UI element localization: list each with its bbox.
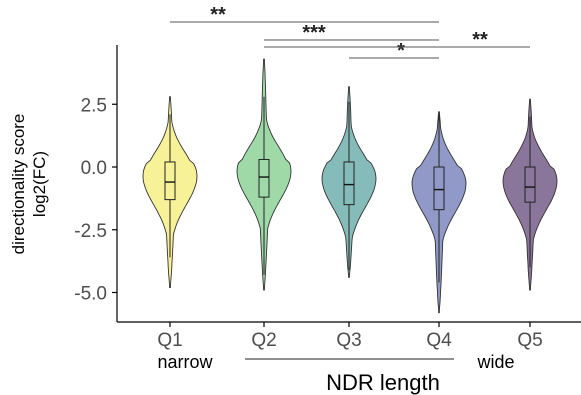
x-left-note: narrow xyxy=(157,352,213,372)
box-Q5 xyxy=(524,166,536,203)
box-Q4 xyxy=(433,166,445,211)
sig-label: ** xyxy=(210,4,226,26)
y-axis-title-line2: log2(FC) xyxy=(30,151,49,217)
y-tick-label: 0.0 xyxy=(81,158,107,179)
box-Q2 xyxy=(258,158,270,198)
sig-label: * xyxy=(397,40,405,62)
x-tick-label: Q3 xyxy=(336,330,361,351)
x-axis-title: NDR length xyxy=(326,370,440,395)
box-Q1 xyxy=(164,161,176,201)
x-tick-label: Q4 xyxy=(426,330,452,351)
x-tick-label: Q1 xyxy=(157,330,182,351)
x-tick-label: Q2 xyxy=(251,330,276,351)
significance-brackets: ****** ** xyxy=(170,4,530,62)
x-ticks: Q1 Q2 Q3 Q4 Q5 xyxy=(157,322,543,351)
box-Q3 xyxy=(343,161,355,206)
y-tick-label: -5.0 xyxy=(74,284,107,305)
x-tick-label: Q5 xyxy=(517,330,542,351)
violins xyxy=(142,58,558,314)
sig-label: *** xyxy=(302,22,326,44)
y-ticks: 2.5 0.0 -2.5 -5.0 xyxy=(74,95,117,305)
x-right-note: wide xyxy=(476,352,514,372)
y-tick-label: 2.5 xyxy=(81,95,107,116)
sig-label: ** xyxy=(472,29,488,51)
y-tick-label: -2.5 xyxy=(74,221,107,242)
y-axis-title-line1: directionality score xyxy=(9,114,28,255)
